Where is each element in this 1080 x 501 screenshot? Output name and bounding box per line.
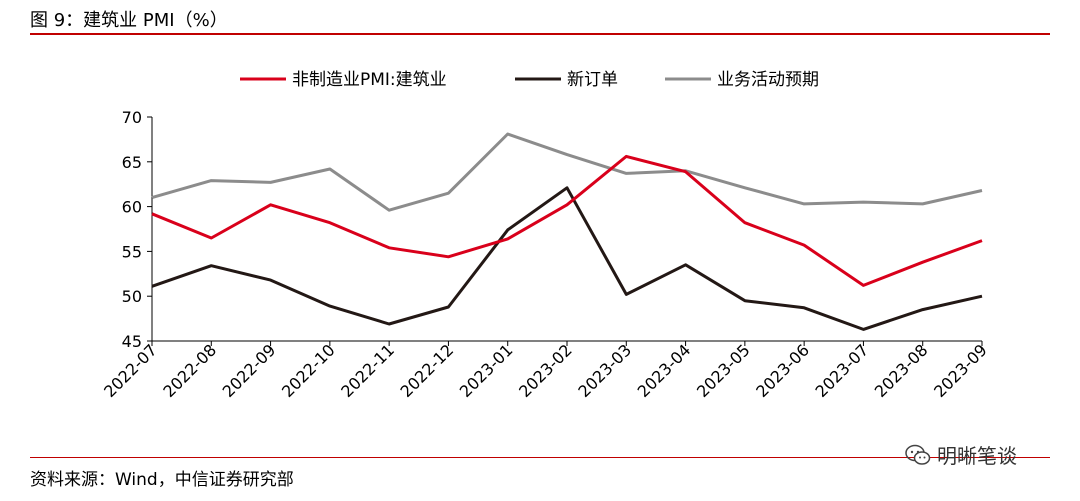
x-tick-label: 2023-07 (812, 340, 873, 401)
watermark-text: 明晰笔谈 (937, 444, 1017, 468)
chart-series (151, 132, 983, 331)
legend-label: 非制造业PMI:建筑业 (292, 70, 447, 90)
legend-label: 新订单 (567, 70, 618, 90)
footer-rule (30, 457, 1050, 458)
x-tick-label: 2023-03 (574, 340, 635, 401)
x-tick-label: 2023-05 (693, 340, 754, 401)
series-line-1 (151, 186, 983, 331)
watermark: 明晰笔谈 (905, 440, 1017, 469)
series-line-2 (151, 132, 983, 212)
x-tick-label: 2022-08 (159, 340, 220, 401)
x-tick-label: 2023-08 (871, 340, 932, 401)
x-tick-label: 2022-11 (337, 340, 398, 401)
legend-label: 业务活动预期 (717, 70, 819, 90)
x-tick-label: 2022-12 (397, 340, 458, 401)
y-tick-label: 60 (122, 198, 142, 217)
chart-axes: 4550556065702022-072022-082022-092022-10… (100, 108, 991, 401)
y-tick-label: 45 (122, 332, 142, 351)
series-line-0 (151, 154, 983, 287)
x-tick-label: 2022-10 (278, 340, 339, 401)
title-rule (30, 33, 1050, 35)
x-tick-label: 2023-04 (634, 340, 695, 401)
x-tick-label: 2023-02 (515, 340, 576, 401)
source-note: 资料来源：Wind，中信证券研究部 (30, 470, 294, 490)
y-tick-label: 55 (122, 242, 142, 261)
y-tick-label: 70 (122, 108, 142, 127)
x-tick-label: 2022-09 (219, 340, 280, 401)
chart-legend: 非制造业PMI:建筑业 新订单 业务活动预期 (240, 70, 819, 90)
x-tick-label: 2023-01 (456, 340, 517, 401)
x-tick-label: 2023-09 (930, 340, 991, 401)
figure-title: 图 9：建筑业 PMI（%） (30, 10, 228, 31)
x-tick-label: 2023-06 (752, 340, 813, 401)
wechat-icon (905, 444, 931, 465)
y-tick-label: 50 (122, 287, 142, 306)
y-tick-label: 65 (122, 153, 142, 172)
